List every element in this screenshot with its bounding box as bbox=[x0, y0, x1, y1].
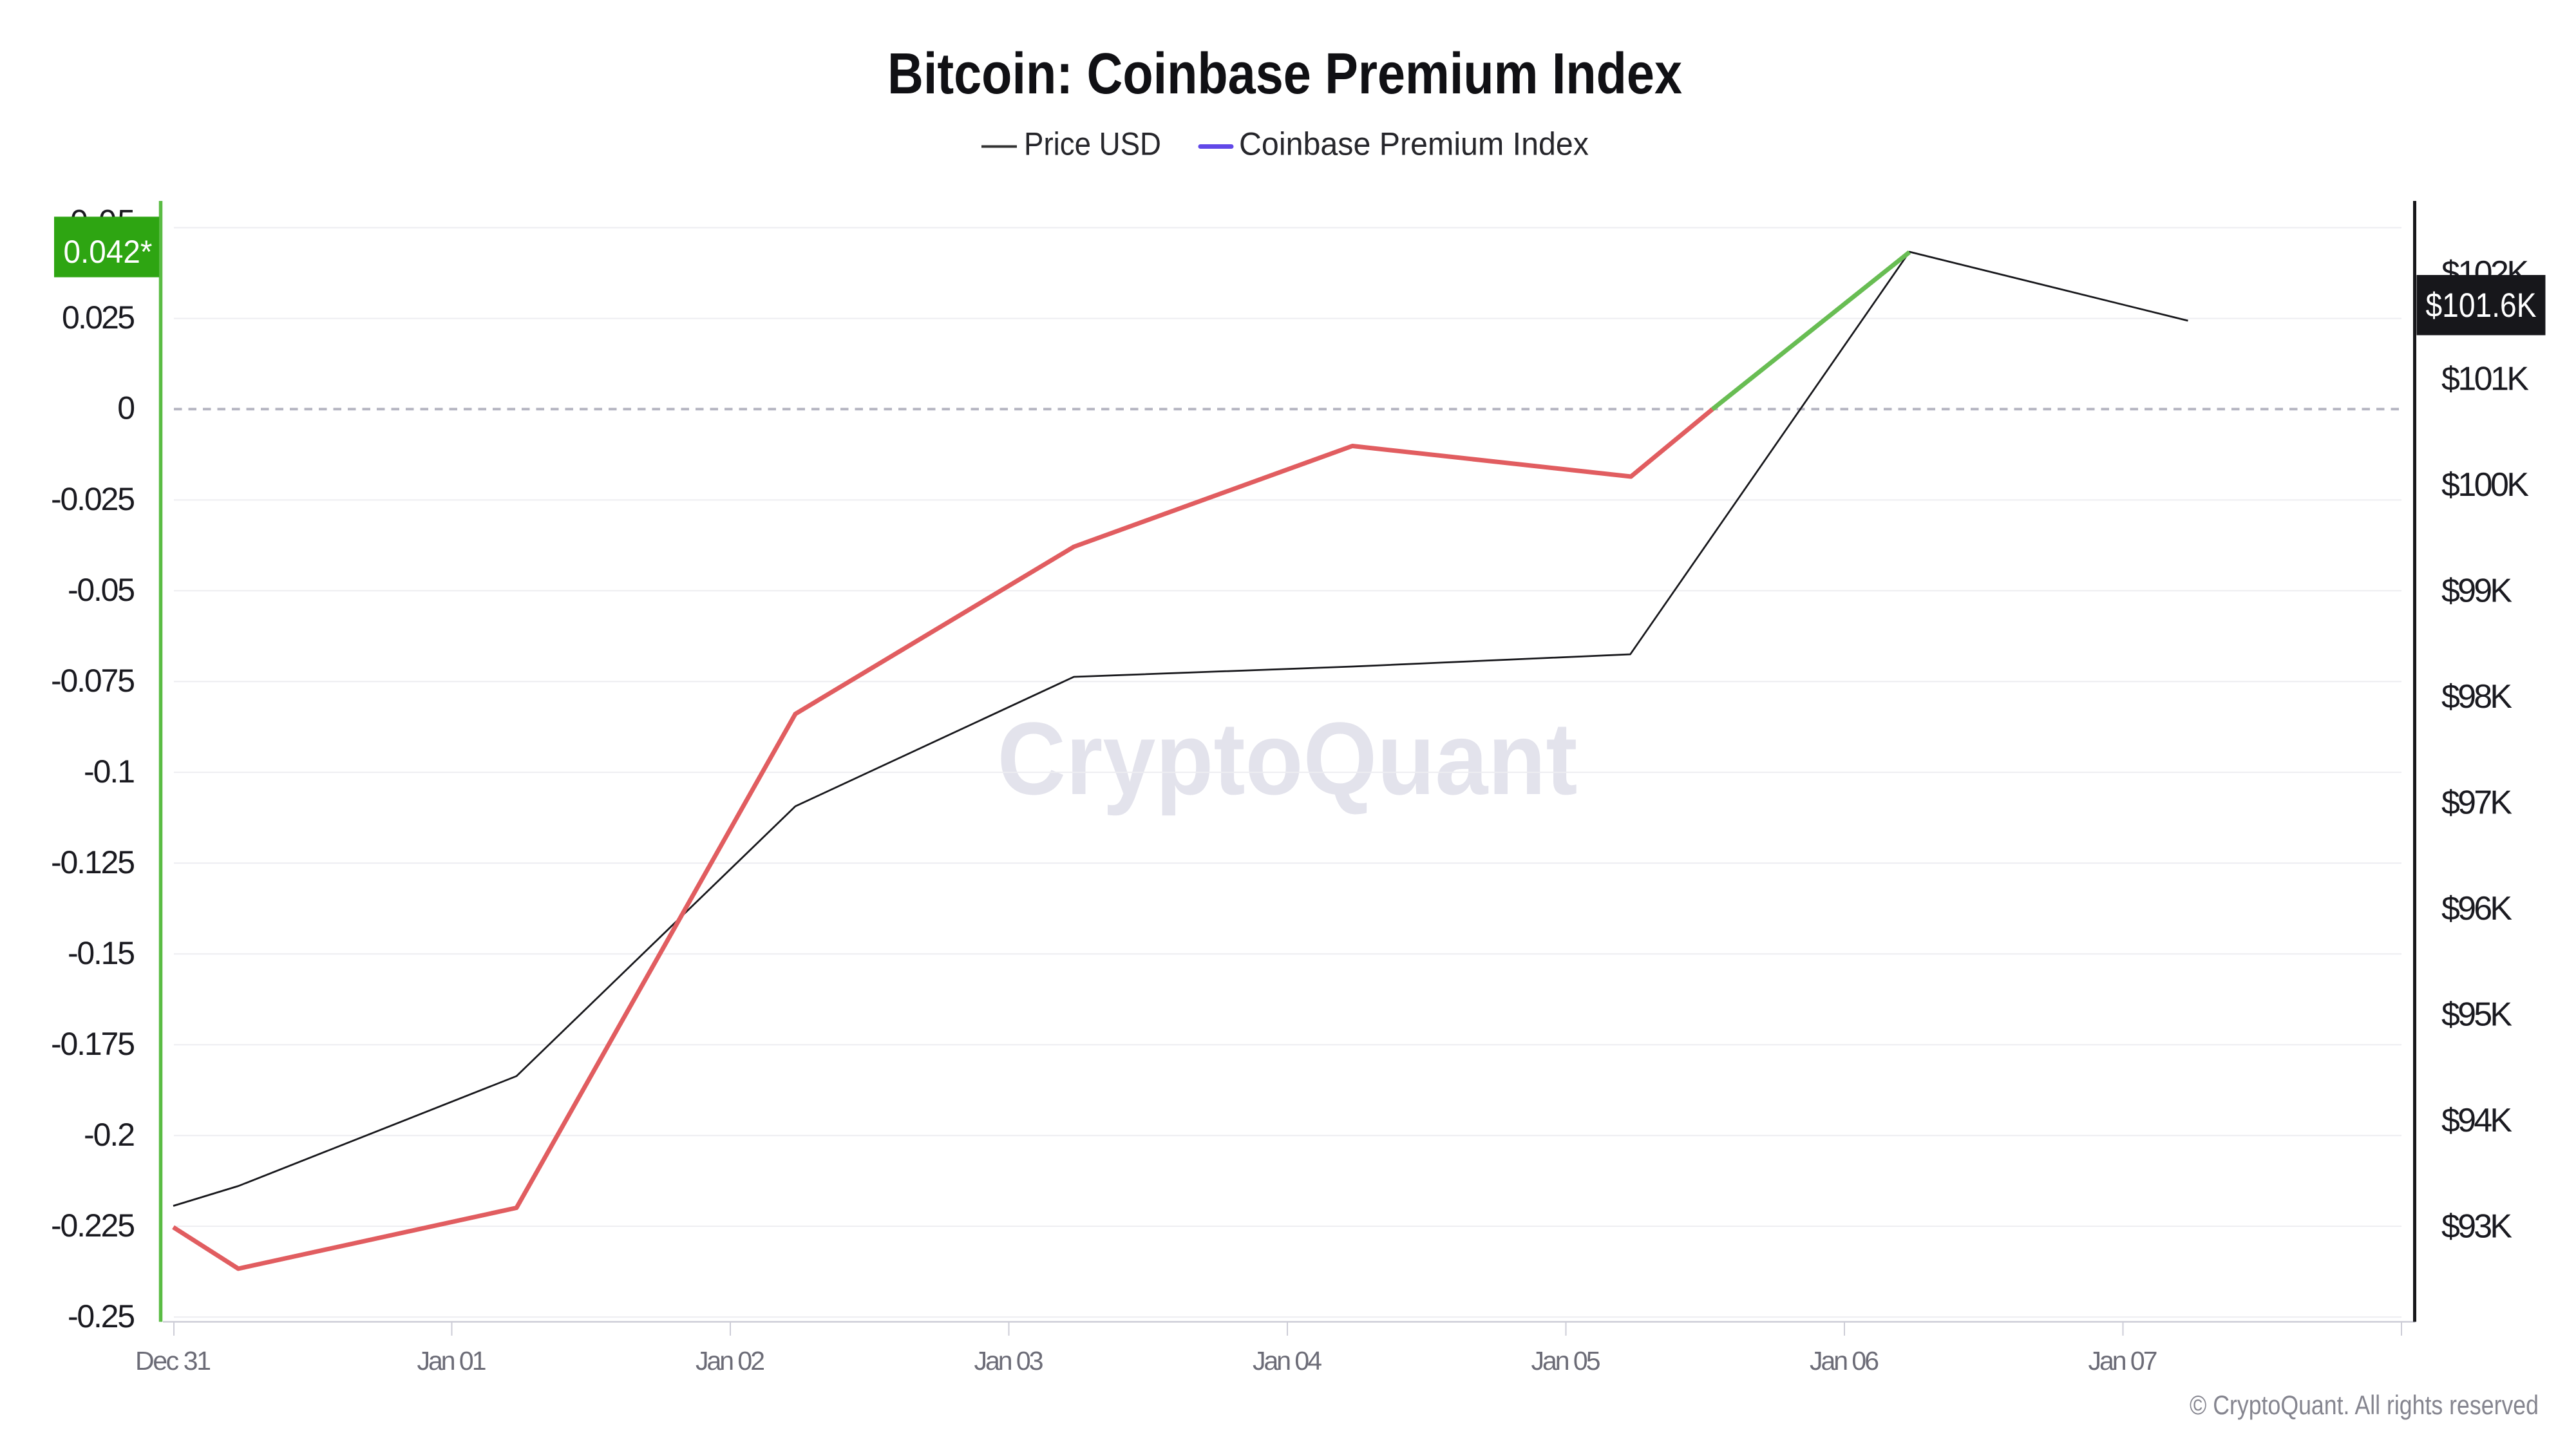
svg-text:-0.075: -0.075 bbox=[51, 663, 135, 699]
svg-text:$93K: $93K bbox=[2441, 1208, 2512, 1245]
svg-text:$101.6K: $101.6K bbox=[2426, 287, 2537, 325]
svg-text:Coinbase Premium Index: Coinbase Premium Index bbox=[1239, 126, 1589, 162]
svg-text:-0.125: -0.125 bbox=[51, 844, 135, 880]
svg-text:$99K: $99K bbox=[2441, 573, 2512, 610]
svg-text:Jan 02: Jan 02 bbox=[696, 1346, 765, 1376]
svg-text:Jan 04: Jan 04 bbox=[1253, 1346, 1322, 1376]
svg-text:Jan 05: Jan 05 bbox=[1531, 1346, 1601, 1376]
svg-text:-0.2: -0.2 bbox=[84, 1117, 135, 1153]
svg-text:$100K: $100K bbox=[2441, 466, 2529, 504]
svg-text:0: 0 bbox=[117, 390, 135, 426]
svg-text:-0.225: -0.225 bbox=[51, 1208, 135, 1244]
svg-text:CryptoQuant: CryptoQuant bbox=[998, 701, 1578, 816]
svg-text:-0.175: -0.175 bbox=[51, 1026, 135, 1062]
svg-text:© CryptoQuant. All rights rese: © CryptoQuant. All rights reserved bbox=[2190, 1390, 2539, 1420]
svg-text:$95K: $95K bbox=[2441, 996, 2512, 1034]
svg-text:-0.1: -0.1 bbox=[84, 753, 135, 790]
svg-text:Bitcoin: Coinbase Premium Inde: Bitcoin: Coinbase Premium Index bbox=[887, 42, 1682, 106]
svg-text:$97K: $97K bbox=[2441, 784, 2512, 822]
svg-text:-0.25: -0.25 bbox=[68, 1298, 135, 1334]
svg-text:-0.15: -0.15 bbox=[68, 935, 135, 971]
svg-text:$94K: $94K bbox=[2441, 1102, 2512, 1139]
svg-text:-0.025: -0.025 bbox=[51, 481, 135, 517]
svg-text:Price USD: Price USD bbox=[1024, 126, 1161, 162]
svg-text:Dec 31: Dec 31 bbox=[135, 1346, 211, 1376]
svg-text:Jan 03: Jan 03 bbox=[974, 1346, 1044, 1376]
svg-text:-0.05: -0.05 bbox=[68, 572, 135, 608]
svg-text:0.042*: 0.042* bbox=[64, 234, 153, 270]
svg-text:$98K: $98K bbox=[2441, 678, 2512, 715]
svg-text:$96K: $96K bbox=[2441, 890, 2512, 927]
svg-text:0.025: 0.025 bbox=[62, 299, 135, 336]
svg-text:Jan 01: Jan 01 bbox=[417, 1346, 487, 1376]
svg-text:Jan 07: Jan 07 bbox=[2088, 1346, 2158, 1376]
svg-text:Jan 06: Jan 06 bbox=[1810, 1346, 1879, 1376]
svg-text:$101K: $101K bbox=[2441, 361, 2529, 398]
